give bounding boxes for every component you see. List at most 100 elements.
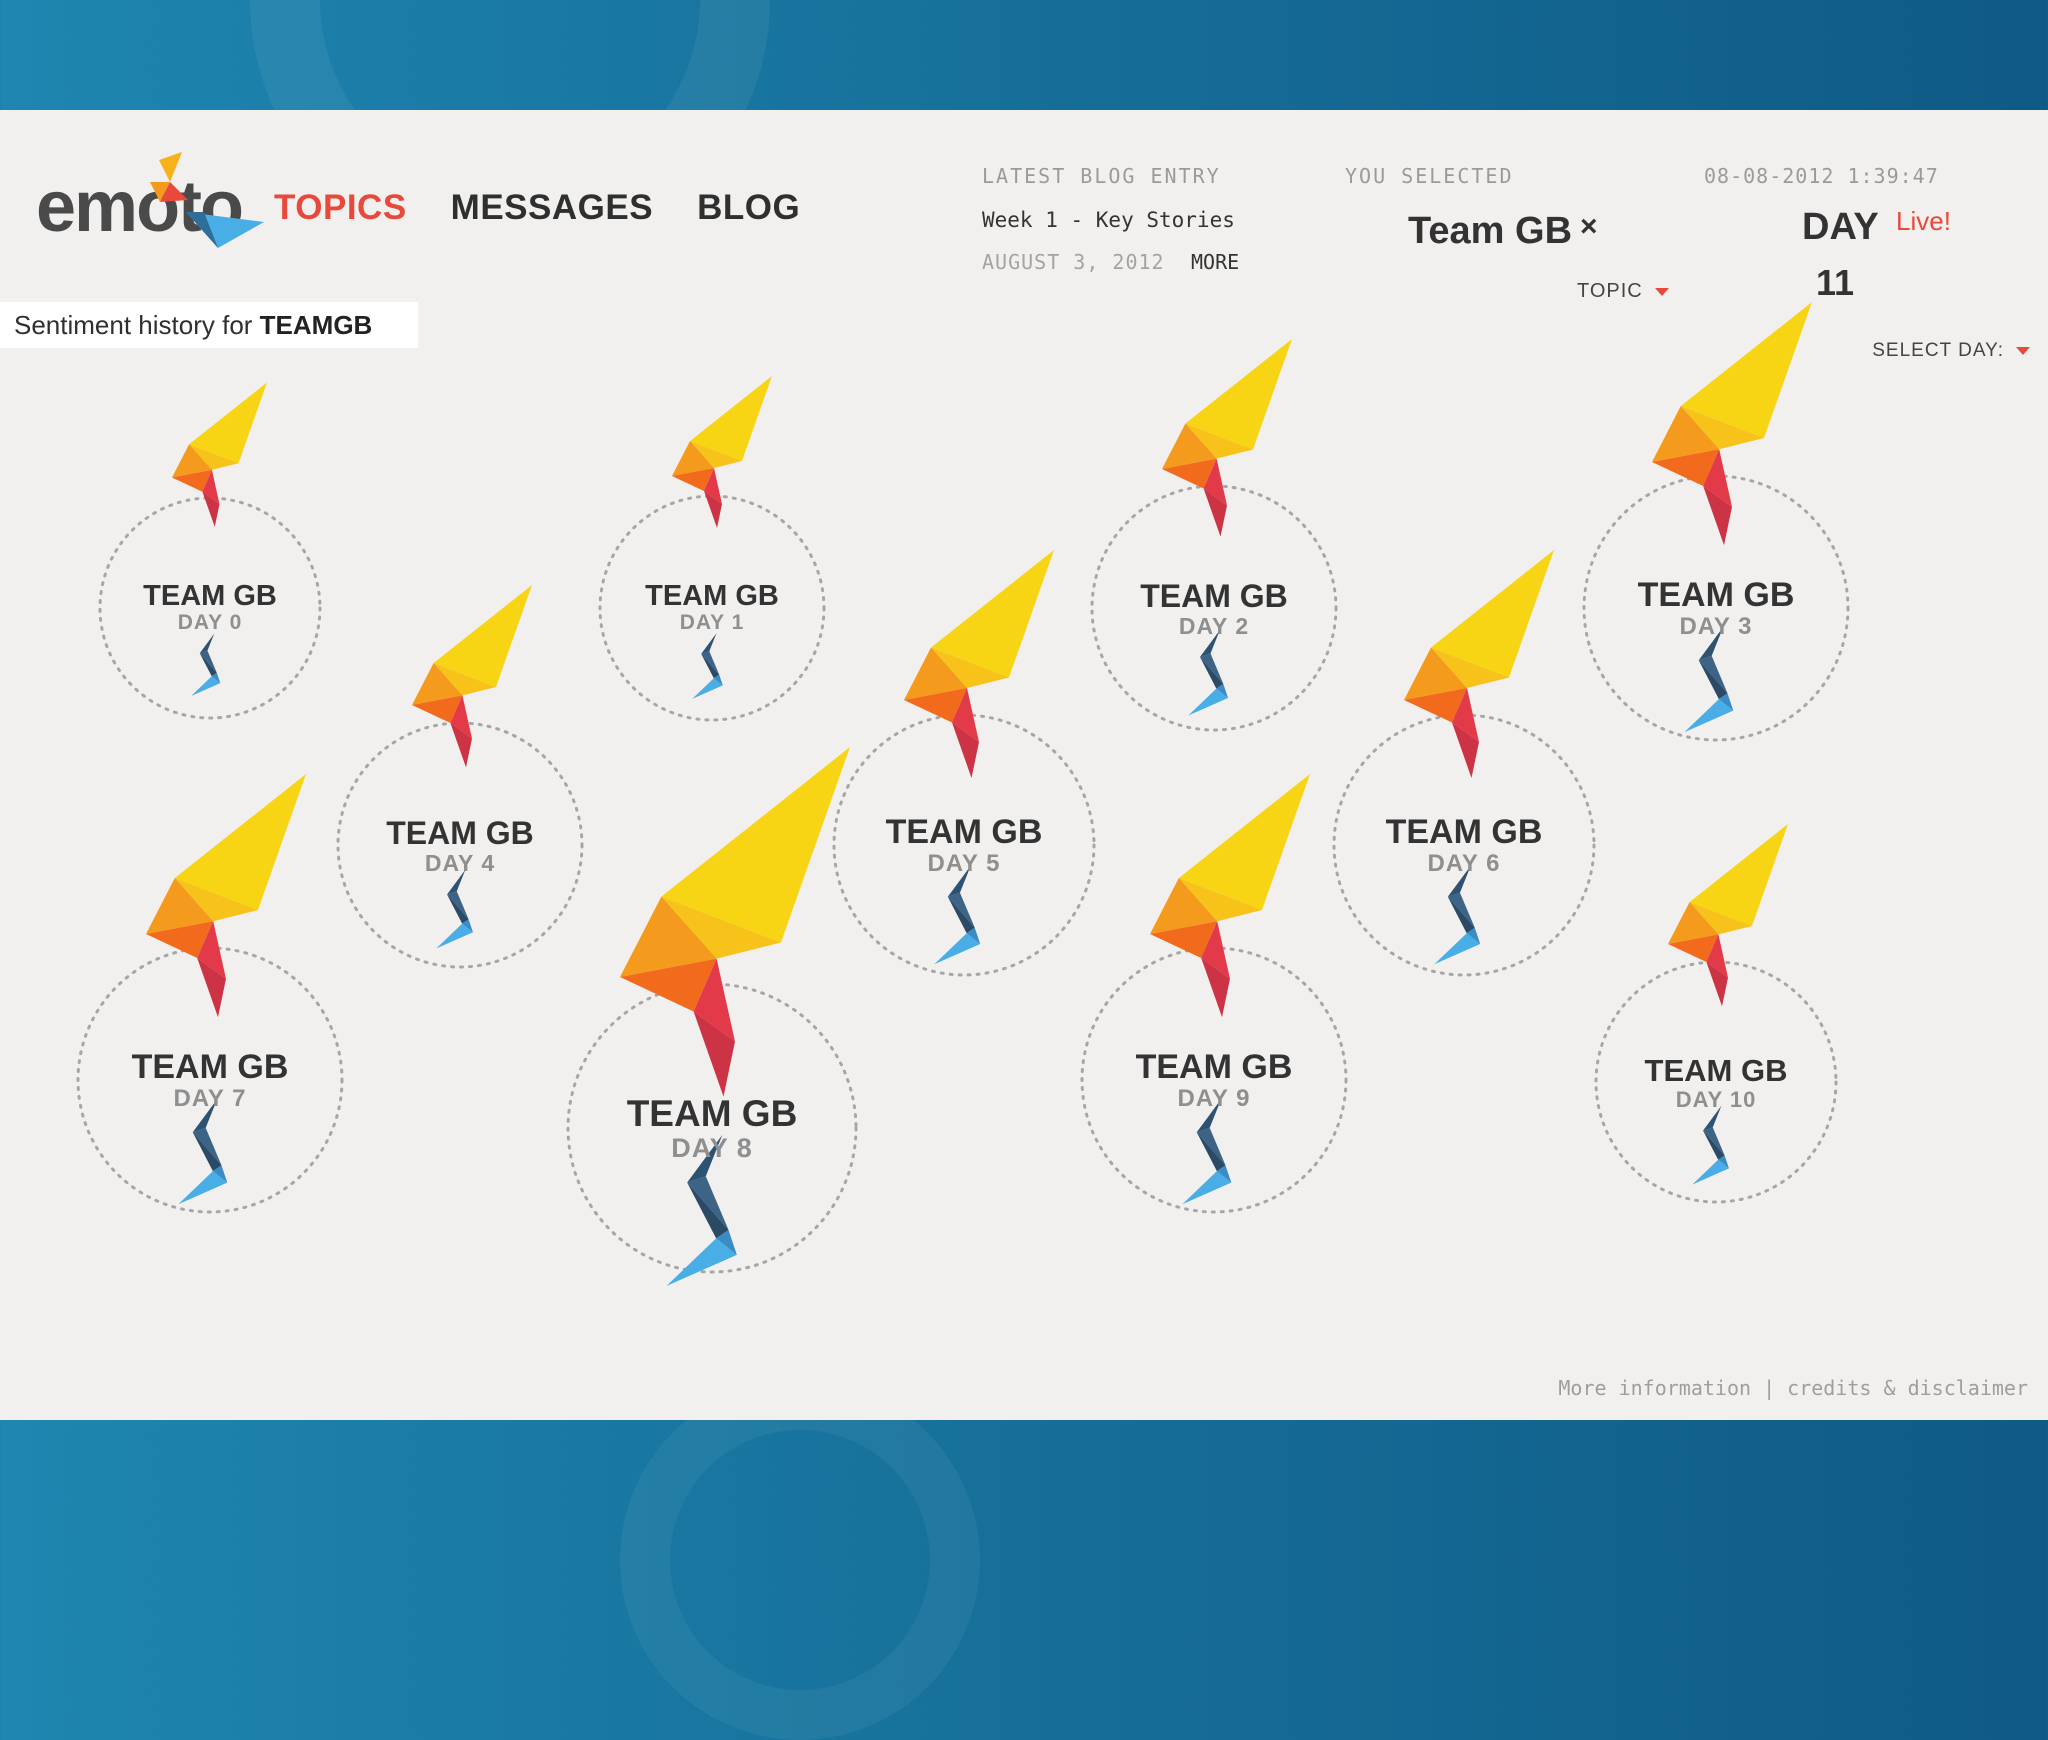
sentiment-topic: TEAMGB	[259, 310, 373, 340]
bird-tail-shape	[1703, 486, 1732, 546]
bird-body-shape	[1162, 458, 1217, 489]
bird-neg-shape	[1216, 683, 1229, 698]
bird-wing-shape	[433, 585, 532, 687]
bird-neg-shape	[1216, 1165, 1232, 1183]
day-bubble[interactable]: TEAM GB DAY 5	[594, 475, 1334, 1215]
bird-neg-shape	[947, 865, 971, 897]
dotted-circle	[598, 494, 826, 722]
bird-tail-shape	[1452, 722, 1479, 778]
bird-neg-shape	[1698, 660, 1728, 700]
bubble-title: TEAM GB	[1135, 1047, 1293, 1086]
day-bubble-label: TEAM GB DAY 1	[360, 580, 1064, 635]
day-bubble[interactable]: TEAM GB DAY 6	[1094, 475, 1834, 1215]
nav-topics[interactable]: TOPICS	[274, 188, 407, 227]
bird-body-shape	[620, 896, 717, 977]
bubble-day: DAY 7	[173, 1084, 247, 1112]
bird-neg-shape	[1199, 630, 1220, 658]
bird-tail-shape	[1203, 488, 1227, 537]
bird-body-shape	[197, 921, 226, 979]
bubble-title: TEAM GB	[131, 1047, 289, 1086]
bird-neg-shape	[687, 1182, 729, 1239]
blog-entry-link[interactable]: Week 1 - Key Stories	[982, 208, 1235, 232]
select-day-dropdown[interactable]: SELECT DAY:	[1872, 340, 2030, 362]
bird-neg-shape	[1199, 653, 1224, 684]
day-bubble[interactable]: TEAM GB DAY 4	[98, 483, 822, 1207]
bubble-day: DAY 9	[1177, 1084, 1251, 1112]
bird-body-shape	[952, 688, 979, 742]
bird-neg-shape	[199, 653, 217, 677]
bird-neg-shape	[1447, 896, 1475, 934]
more-information-link[interactable]: More information	[1558, 1376, 1752, 1400]
credits-link[interactable]: credits & disclaimer	[1787, 1376, 2028, 1400]
bird-neg-shape	[666, 1238, 737, 1286]
day-bubble[interactable]: TEAM GB DAY 2	[852, 246, 1576, 970]
day-bubble[interactable]: TEAM GB DAY 10	[1356, 722, 2048, 1420]
nav-messages[interactable]: MESSAGES	[450, 188, 654, 227]
sentiment-bird-graphic	[598, 376, 826, 722]
sentiment-bird-graphic	[1582, 302, 1850, 742]
bubble-day: DAY 3	[1679, 612, 1753, 640]
bird-neg-shape	[447, 891, 469, 920]
bird-neg-shape	[447, 894, 469, 924]
remove-topic-button[interactable]: ×	[1580, 210, 1598, 243]
bird-neg-shape	[1703, 1127, 1725, 1156]
sentiment-bird-graphic	[566, 747, 858, 1286]
bird-wing-shape	[1689, 824, 1788, 926]
bird-neg-shape	[199, 650, 217, 673]
bird-body-shape	[1668, 902, 1719, 944]
sentiment-bird-graphic	[1332, 550, 1596, 977]
sentiment-bird-graphic	[1080, 774, 1348, 1214]
bird-body-shape	[412, 663, 463, 705]
sentiment-prefix: Sentiment history for	[14, 310, 260, 340]
bird-body-shape	[146, 878, 214, 934]
day-bubble-label: TEAM GB DAY 7	[0, 1048, 582, 1113]
bird-wing-shape	[189, 444, 239, 470]
bird-neg-shape	[1447, 892, 1475, 928]
day-bubble[interactable]: TEAM GB DAY 0	[0, 258, 560, 958]
day-bubble[interactable]: TEAM GB DAY 9	[842, 708, 1586, 1420]
caret-down-icon	[1654, 287, 1669, 296]
bubble-title: TEAM GB	[1637, 575, 1795, 614]
bird-neg-shape	[947, 896, 975, 934]
bird-neg-shape	[687, 1134, 723, 1183]
bird-neg-shape	[462, 919, 473, 933]
day-bubble-label: TEAM GB DAY 5	[594, 813, 1334, 878]
bird-wing-shape	[1431, 647, 1509, 688]
main-nav: TOPICS MESSAGES BLOG	[274, 188, 800, 228]
bubble-title: TEAM GB	[1644, 1052, 1788, 1088]
day-bubble-label: TEAM GB DAY 3	[1344, 576, 2048, 641]
bird-neg-shape	[436, 923, 473, 949]
bird-body-shape	[1703, 449, 1732, 507]
bird-body-shape	[1668, 934, 1719, 962]
blog-heading: LATEST BLOG ENTRY	[982, 164, 1221, 188]
day-bubble[interactable]: TEAM GB DAY 8	[328, 744, 1096, 1420]
bird-body-shape	[704, 468, 722, 504]
nav-blog[interactable]: BLOG	[697, 188, 801, 227]
bird-body-shape	[172, 444, 212, 478]
day-bubble[interactable]: TEAM GB DAY 7	[0, 708, 582, 1420]
current-datetime: 08-08-2012 1:39:47	[1704, 164, 1939, 188]
day-bubble-label: TEAM GB DAY 4	[98, 815, 822, 877]
bubble-title: TEAM GB	[1140, 577, 1288, 614]
bird-wing-shape	[661, 747, 850, 943]
day-bubble-label: TEAM GB DAY 2	[852, 578, 1576, 640]
day-bubble[interactable]: TEAM GB DAY 3	[1344, 236, 2048, 980]
topic-dropdown[interactable]: TOPIC	[1577, 280, 1669, 303]
emoto-logo[interactable]: emoto	[36, 152, 266, 252]
bird-wing-shape	[1178, 878, 1262, 922]
bird-body-shape	[1706, 934, 1728, 978]
bird-body-shape	[904, 647, 967, 700]
bubble-day: DAY 4	[424, 849, 496, 876]
bird-neg-shape	[192, 1132, 222, 1172]
bird-wing-shape	[690, 441, 742, 468]
bird-body-shape	[620, 958, 717, 1012]
day-bubble-label: TEAM GB DAY 9	[842, 1048, 1586, 1113]
day-label: DAY	[1802, 206, 1879, 248]
blog-more-link[interactable]: MORE	[1191, 250, 1240, 274]
bird-body-shape	[1652, 449, 1720, 486]
bird-body-shape	[1404, 688, 1467, 723]
main-panel: emoto TOPICS MESSAGES BLOG LATEST BLOG E…	[0, 110, 2048, 1420]
day-bubble[interactable]: TEAM GB DAY 1	[360, 256, 1064, 960]
sentiment-bird-graphic	[76, 774, 344, 1214]
bird-tail-shape	[693, 1011, 735, 1097]
